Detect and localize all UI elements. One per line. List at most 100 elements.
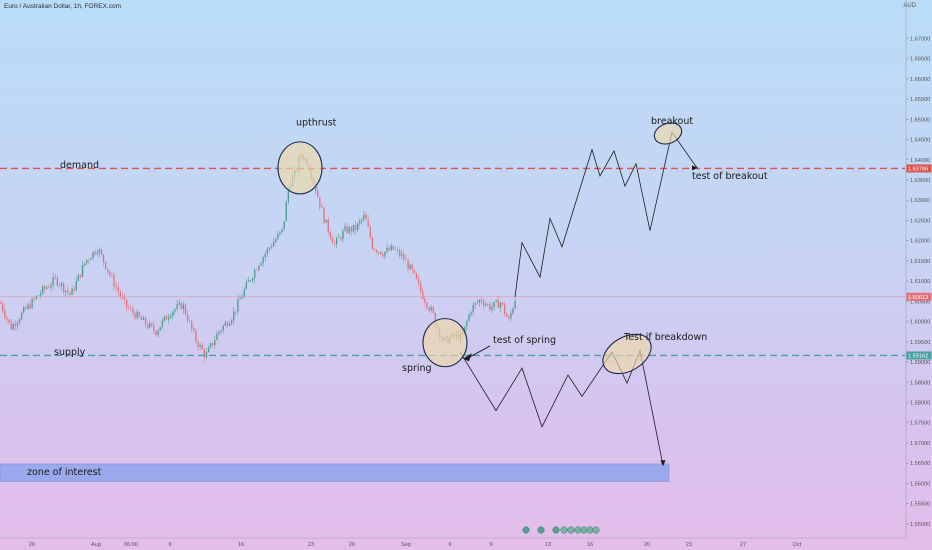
candle-body [371, 237, 373, 249]
candle-body [399, 250, 401, 256]
candle-body [499, 302, 502, 308]
event-icons [522, 526, 600, 534]
candle-body [191, 320, 193, 329]
candle-body [157, 330, 159, 335]
candle-body [203, 349, 205, 358]
candle-body [96, 252, 98, 255]
candle-body [228, 323, 231, 326]
candle-body [405, 259, 407, 261]
candle-body [224, 322, 226, 326]
candle-body [220, 330, 222, 332]
price-tick-label: 1.66000 [910, 77, 930, 83]
candle-body [138, 312, 140, 317]
candle-body [428, 307, 430, 311]
price-tick-label: 1.66500 [910, 57, 930, 63]
breakout-circle [653, 122, 683, 145]
candle-body [501, 302, 504, 305]
price-tick-label: 1.58000 [910, 400, 930, 406]
candle-body [346, 226, 348, 234]
candle-body [497, 300, 499, 308]
candle-body [420, 283, 422, 292]
candle-body [69, 292, 71, 295]
current-price-tag [906, 292, 932, 301]
candle-body [214, 340, 216, 345]
candle-body [132, 308, 134, 314]
candle-body [218, 331, 220, 334]
projections [459, 131, 698, 467]
candle-body [407, 260, 409, 270]
candle-body [105, 262, 107, 270]
candle-body [44, 286, 46, 289]
candle-body [315, 183, 317, 191]
upthrust-circle [277, 141, 323, 195]
candle-body [60, 283, 63, 286]
time-tick-label: 20 [644, 542, 650, 548]
zone-layer [0, 463, 670, 482]
candle-body [489, 304, 491, 310]
candle-body [170, 315, 172, 318]
candle-body [279, 231, 281, 235]
candle-body [365, 214, 367, 220]
price-tick-label: 1.56500 [910, 461, 930, 467]
candle-body [273, 242, 275, 247]
candle-body [434, 312, 436, 325]
price-tick-label: 1.64000 [910, 158, 930, 164]
candle-body [88, 259, 90, 261]
event-icon [567, 526, 575, 534]
candle-body [54, 277, 56, 278]
symbol-title[interactable]: Euro / Australian Dollar, 1h, FOREX.com [4, 3, 122, 10]
candle-body [56, 277, 58, 286]
bullish-path [514, 131, 698, 297]
candle-body [50, 285, 52, 288]
candle-body [109, 271, 111, 276]
candle-body [323, 207, 325, 223]
candle-body [483, 301, 485, 306]
candle-body [403, 253, 405, 260]
event-icon [552, 526, 560, 534]
candle-body [140, 316, 142, 320]
price-tick-label: 1.67000 [910, 36, 930, 42]
candle-body [75, 281, 77, 291]
candles [0, 150, 516, 362]
price-tick-label: 1.63500 [910, 178, 930, 184]
candle-body [424, 299, 426, 303]
price-tick-label: 1.65500 [910, 97, 930, 103]
candle-body [504, 304, 506, 314]
candle-body [81, 265, 84, 277]
candle-body [325, 219, 327, 223]
bearish-arrow-head [660, 460, 666, 467]
candle-body [409, 264, 411, 270]
test-of-spring-arrow-head [463, 353, 472, 362]
candle-body [464, 326, 466, 335]
candle-body [210, 343, 212, 348]
candle-body [174, 309, 176, 312]
candle-body [23, 307, 25, 313]
price-tick-label: 1.65000 [910, 117, 930, 123]
price-tick-label: 1.59500 [910, 340, 930, 346]
time-tick-label: 16 [238, 542, 244, 548]
candle-body [153, 325, 155, 332]
price-tick-label: 1.61500 [910, 259, 930, 265]
candle-body [37, 295, 40, 296]
candle-body [35, 295, 37, 299]
candle-body [31, 298, 33, 309]
candle-body [172, 311, 174, 316]
price-tick-label: 1.62500 [910, 218, 930, 224]
candle-body [155, 331, 157, 335]
candle-body [401, 253, 403, 256]
candle-body [136, 312, 138, 319]
candle-body [197, 341, 199, 348]
candle-body [2, 303, 4, 311]
candle-body [367, 219, 369, 227]
candle-body [422, 291, 424, 300]
candle-body [161, 320, 163, 328]
candle-body [254, 269, 256, 279]
candle-body [338, 237, 340, 239]
candle-body [239, 298, 241, 300]
candle-body [252, 278, 254, 281]
candle-body [216, 333, 218, 341]
candle-body [84, 263, 86, 266]
candle-body [102, 254, 105, 263]
candle-body [357, 223, 359, 231]
